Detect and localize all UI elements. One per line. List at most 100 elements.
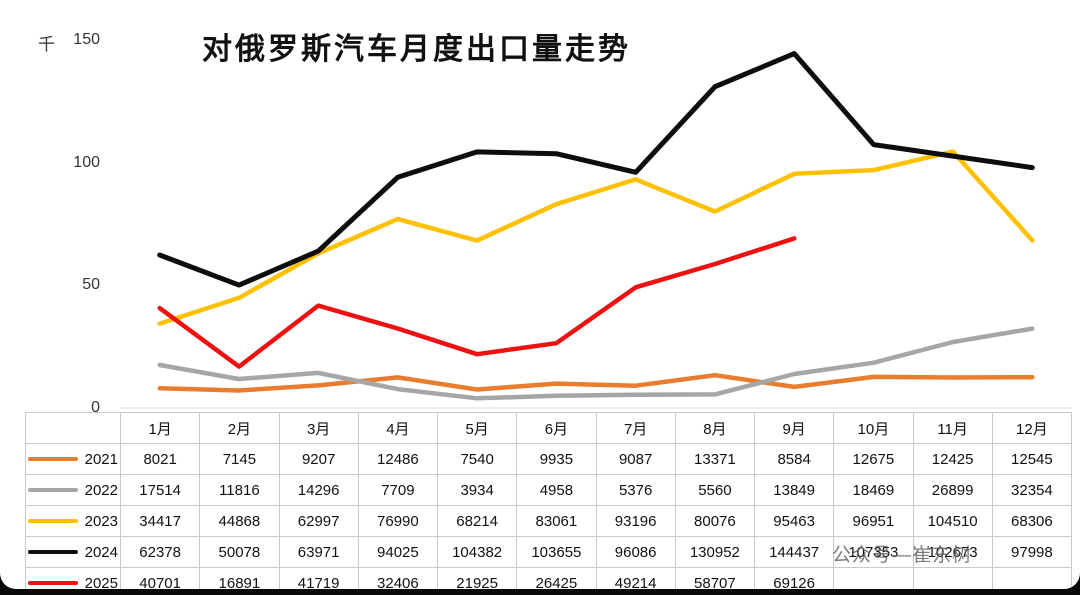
month-header-cell: 12月 [991,412,1073,444]
table-row-2025: 2025 40701 16891 41719 32406 21925 26425 49214 5… [25,567,1073,590]
value-cell [833,567,914,589]
month-header-cell: 10月 [833,412,914,444]
value-cell: 102673 [912,536,993,568]
value-cell: 96086 [595,536,676,568]
value-cell: 104510 [912,505,993,537]
value-cell: 58707 [674,567,756,589]
legend-cell-2023: 2023 [25,505,121,537]
value-cell: 7145 [199,443,280,475]
legend-line-icon [28,519,78,523]
value-cell: 97998 [991,536,1073,568]
y-axis-unit-label: 千 [38,35,55,54]
value-cell: 50078 [199,536,280,568]
value-cell: 9207 [278,443,359,475]
value-cell: 63971 [278,536,359,568]
value-cell: 49214 [595,567,676,589]
value-cell: 130952 [674,536,756,568]
value-cell: 3934 [436,474,518,506]
value-cell: 12425 [912,443,993,475]
table-row-2021: 2021 8021 7145 9207 12486 7540 9935 9087 13371 85… [25,443,1073,475]
table-row-2024: 2024 62378 50078 63971 94025 104382 103655 9608… [25,536,1073,568]
value-cell: 12675 [833,443,914,475]
value-cell: 16891 [199,567,280,589]
legend-line-icon [28,457,78,461]
value-cell: 34417 [119,505,201,537]
value-cell: 68214 [436,505,518,537]
value-cell: 94025 [357,536,439,568]
series-year-label: 2024 [84,543,118,561]
value-cell: 80076 [674,505,756,537]
series-year-label: 2025 [84,574,118,590]
value-cell: 8584 [753,443,835,475]
value-cell: 8021 [119,443,201,475]
value-cell: 69126 [753,567,835,589]
month-header-cell: 7月 [595,412,676,444]
y-axis-tick-label: 50 [82,276,100,294]
series-year-label: 2023 [84,512,118,530]
value-cell: 68306 [991,505,1073,537]
legend-cell-2024: 2024 [25,536,121,568]
table-header-row: 1月 2月 3月 4月 5月 6月 7月 8月 9月 10月 11月 12月 [25,412,1073,444]
y-axis-tick-label: 0 [91,399,100,416]
series-line-2024 [157,51,1035,288]
value-cell: 18469 [833,474,914,506]
month-header-cell: 9月 [753,412,835,444]
month-header-cell: 8月 [674,412,756,444]
y-axis-tick-label: 150 [73,31,100,48]
value-cell: 12545 [991,443,1073,475]
value-cell: 62997 [278,505,359,537]
month-header-cell: 2月 [199,412,280,444]
value-cell: 62378 [119,536,201,568]
legend-line-icon [28,581,78,585]
value-cell: 26899 [912,474,993,506]
legend-line-icon [28,488,78,492]
value-cell: 26425 [516,567,597,589]
value-cell: 5560 [674,474,756,506]
value-cell: 93196 [595,505,676,537]
value-cell: 7709 [357,474,439,506]
value-cell: 21925 [436,567,518,589]
value-cell: 76990 [357,505,439,537]
series-line-2025 [157,236,797,369]
value-cell: 104382 [436,536,518,568]
value-cell [991,567,1073,589]
legend-cell-2025: 2025 [25,567,121,590]
value-cell: 9935 [516,443,597,475]
month-header-cell: 5月 [436,412,518,444]
month-header-cell: 3月 [278,412,359,444]
watermark-text: 公众号—崔东树 [832,545,973,566]
series-year-label: 2022 [84,481,118,499]
series-year-label: 2021 [84,450,118,468]
value-cell: 32406 [357,567,439,589]
month-header-cell: 6月 [516,412,597,444]
data-table: 1月 2月 3月 4月 5月 6月 7月 8月 9月 10月 11月 12月 2021 8021 7145 9… [25,412,1073,590]
y-axis-tick-label: 100 [73,153,100,171]
value-cell [912,567,993,589]
value-cell: 13849 [753,474,835,506]
value-cell: 83061 [516,505,597,537]
legend-line-icon [28,550,78,554]
value-cell: 95463 [753,505,835,537]
value-cell: 103655 [516,536,597,568]
month-header-cell: 4月 [357,412,439,444]
value-cell: 96951 [833,505,914,537]
legend-header-cell [25,412,121,444]
value-cell: 13371 [674,443,756,475]
series-line-2022 [157,326,1035,401]
legend-cell-2022: 2022 [25,474,121,506]
value-cell: 17514 [119,474,201,506]
table-row-2022: 2022 17514 11816 14296 7709 3934 4958 5376 5560 1… [25,474,1073,506]
value-cell: 7540 [436,443,518,475]
trend-line-chart [120,51,1072,409]
value-cell: 9087 [595,443,676,475]
value-cell: 32354 [991,474,1073,506]
month-header-cell: 11月 [912,412,993,444]
value-cell: 107353 [833,536,914,568]
table-row-2023: 2023 34417 44868 62997 76990 68214 83061 93196 8… [25,505,1073,537]
value-cell: 40701 [119,567,201,589]
series-line-2021 [157,372,1035,393]
value-cell: 5376 [595,474,676,506]
legend-cell-2021: 2021 [25,443,121,475]
